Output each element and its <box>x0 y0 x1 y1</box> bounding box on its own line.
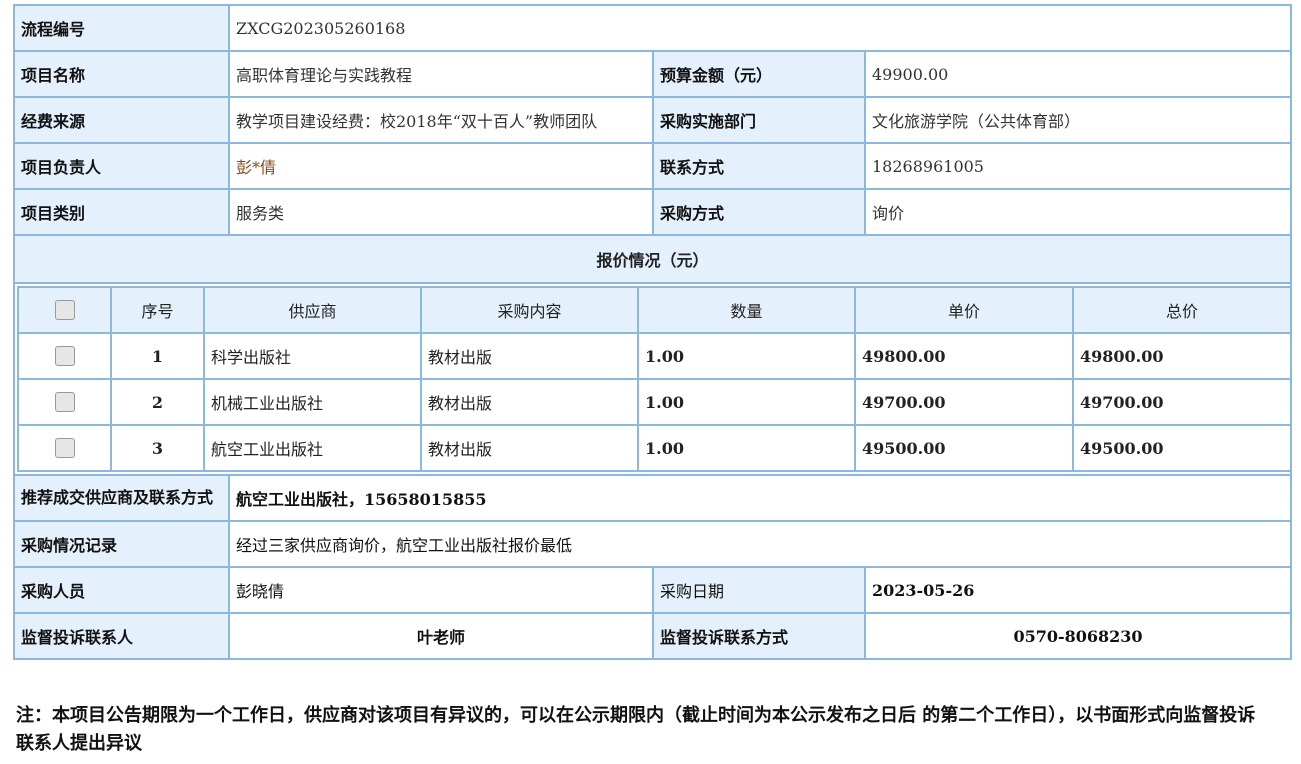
row-checkbox[interactable] <box>54 346 75 367</box>
label: 项目名称 <box>13 50 230 98</box>
qty: 1.00 <box>637 378 856 426</box>
unit-price: 49800.00 <box>854 332 1074 380</box>
label: 经费来源 <box>13 96 230 144</box>
method: 询价 <box>863 188 1293 236</box>
label: 采购方式 <box>652 188 866 236</box>
row-no: 1 <box>110 332 205 380</box>
notice-note: 注：本项目公告期限为一个工作日，供应商对该项目有异议的，可以在公示期限内（截止时… <box>16 705 1256 754</box>
record: 经过三家供应商询价，航空工业出版社报价最低 <box>227 520 1293 568</box>
total-price: 49700.00 <box>1072 378 1292 426</box>
supplier: 科学出版社 <box>203 332 422 380</box>
col-header: 采购内容 <box>420 286 639 334</box>
row-checkbox[interactable] <box>54 438 75 459</box>
procurement-table: 流程编号 ZXCG202305260168 项目名称 高职体育理论与实践教程 预算金额… <box>12 4 1293 660</box>
label: 流程编号 <box>13 4 230 52</box>
leader: 彭*倩 <box>228 142 654 190</box>
content: 教材出版 <box>420 378 639 426</box>
table-row: 2 机械工业出版社 教材出版 1.00 49700.00 49700.00 <box>17 378 1292 426</box>
content: 教材出版 <box>420 332 639 380</box>
col-header: 总价 <box>1072 286 1292 334</box>
quote-table: 序号 供应商 采购内容 数量 单价 总价 1 科学出版社 教材出版 1.00 4… <box>17 286 1292 472</box>
label: 采购人员 <box>13 566 230 614</box>
row-checkbox[interactable] <box>54 392 75 413</box>
dept: 文化旅游学院（公共体育部） <box>863 96 1293 144</box>
row-no: 2 <box>110 378 205 426</box>
label: 项目负责人 <box>13 142 230 190</box>
supplier: 航空工业出版社 <box>203 424 422 472</box>
label: 采购实施部门 <box>652 96 866 144</box>
process-no: ZXCG202305260168 <box>227 4 1293 52</box>
label: 监督投诉联系方式 <box>652 612 866 660</box>
table-row: 1 科学出版社 教材出版 1.00 49800.00 49800.00 <box>17 332 1292 380</box>
total-price: 49800.00 <box>1072 332 1292 380</box>
fund-source: 教学项目建设经费：校2018年“双十百人”教师团队 <box>228 96 654 144</box>
recommend: 航空工业出版社，15658015855 <box>227 474 1293 522</box>
select-all-checkbox[interactable] <box>54 300 75 321</box>
qty: 1.00 <box>637 424 856 472</box>
unit-price: 49500.00 <box>854 424 1074 472</box>
project-name: 高职体育理论与实践教程 <box>228 50 654 98</box>
col-header: 供应商 <box>203 286 422 334</box>
content: 教材出版 <box>420 424 639 472</box>
contact: 18268961005 <box>863 142 1293 190</box>
col-header: 单价 <box>854 286 1074 334</box>
row-no: 3 <box>110 424 205 472</box>
budget: 49900.00 <box>863 50 1293 98</box>
label: 预算金额（元） <box>652 50 866 98</box>
label: 采购情况记录 <box>13 520 230 568</box>
unit-price: 49700.00 <box>854 378 1074 426</box>
select-all-cell <box>17 286 112 334</box>
supervisor-contact: 0570-8068230 <box>863 612 1293 660</box>
label: 推荐成交供应商及联系方式 <box>13 474 230 522</box>
table-row: 3 航空工业出版社 教材出版 1.00 49500.00 49500.00 <box>17 424 1292 472</box>
label: 采购日期 <box>652 566 866 614</box>
supervisor: 叶老师 <box>228 612 654 660</box>
buyer: 彭晓倩 <box>228 566 654 614</box>
qty: 1.00 <box>637 332 856 380</box>
date: 2023-05-26 <box>863 566 1293 614</box>
label: 联系方式 <box>652 142 866 190</box>
category: 服务类 <box>228 188 654 236</box>
total-price: 49500.00 <box>1072 424 1292 472</box>
supplier: 机械工业出版社 <box>203 378 422 426</box>
label: 项目类别 <box>13 188 230 236</box>
col-header: 数量 <box>637 286 856 334</box>
col-header: 序号 <box>110 286 205 334</box>
label: 监督投诉联系人 <box>13 612 230 660</box>
quote-title: 报价情况（元） <box>12 234 1293 284</box>
